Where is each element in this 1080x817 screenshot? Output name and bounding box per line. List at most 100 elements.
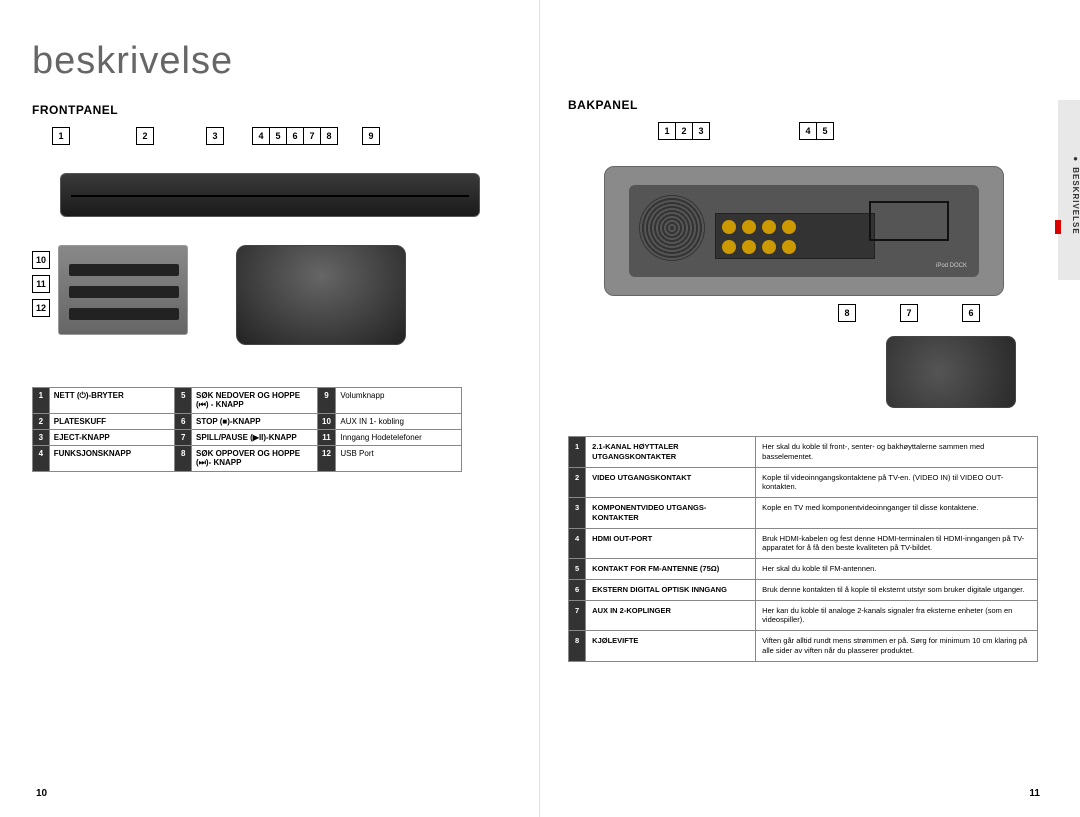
- callout-4: 4: [252, 127, 270, 145]
- front-legend-row: 2PLATESKUFF6STOP (■)-KNAPP10AUX IN 1- ko…: [33, 414, 462, 430]
- back-panel-image: iPod DOCK: [604, 166, 1004, 296]
- legend-num: 11: [317, 430, 336, 446]
- legend-desc: Kople til videoinngangskontaktene på TV-…: [756, 467, 1038, 498]
- legend-label: SPILL/PAUSE (▶II)-KNAPP: [192, 430, 318, 446]
- legend-num: 5: [175, 388, 192, 414]
- legend-name: AUX IN 2-KOPLINGER: [586, 600, 756, 631]
- legend-label: FUNKSJONSKNAPP: [49, 446, 175, 472]
- callout-5: 5: [269, 127, 287, 145]
- legend-num: 9: [317, 388, 336, 414]
- main-title: beskrivelse: [32, 40, 507, 83]
- subwoofer-image: [886, 336, 1016, 408]
- back-legend-row: 4HDMI OUT-PORTBruk HDMI-kabelen og fest …: [569, 528, 1038, 559]
- closeup-image: [58, 245, 188, 335]
- legend-desc: Her skal du koble til FM-antennen.: [756, 559, 1038, 580]
- legend-name: KOMPONENTVIDEO UTGANGS-KONTAKTER: [586, 498, 756, 529]
- side-tab-label: BESKRIVELSE: [1071, 167, 1080, 234]
- legend-num: 3: [33, 430, 50, 446]
- legend-label: Volumknapp: [336, 388, 462, 414]
- back-callout-2: 2: [675, 122, 693, 140]
- page-number-right: 11: [1029, 788, 1040, 799]
- unit-image: [236, 245, 406, 345]
- back-callout-3: 3: [692, 122, 710, 140]
- back-legend-row: 8KJØLEVIFTEViften går alltid rundt mens …: [569, 631, 1038, 662]
- legend-label: EJECT-KNAPP: [49, 430, 175, 446]
- legend-num: 8: [175, 446, 192, 472]
- callout-7: 7: [303, 127, 321, 145]
- legend-desc: Bruk HDMI-kabelen og fest denne HDMI-ter…: [756, 528, 1038, 559]
- legend-desc: Her kan du koble til analoge 2-kanals si…: [756, 600, 1038, 631]
- right-page: N ● BESKRIVELSE BAKPANEL 1 2 3 4 5 iPod …: [540, 0, 1080, 817]
- callout-8: 8: [320, 127, 338, 145]
- back-legend-row: 5KONTAKT FOR FM-ANTENNE (75Ω)Her skal du…: [569, 559, 1038, 580]
- back-legend-row: 12.1-KANAL HØYTTALER UTGANGSKONTAKTERHer…: [569, 437, 1038, 468]
- legend-name: 2.1-KANAL HØYTTALER UTGANGSKONTAKTER: [586, 437, 756, 468]
- back-callout-1: 1: [658, 122, 676, 140]
- legend-desc: Bruk denne kontakten til å kople til eks…: [756, 579, 1038, 600]
- legend-num: 2: [33, 414, 50, 430]
- legend-num: 7: [175, 430, 192, 446]
- legend-label: AUX IN 1- kobling: [336, 414, 462, 430]
- ipod-dock-label: iPod DOCK: [936, 263, 967, 269]
- back-legend-row: 7AUX IN 2-KOPLINGERHer kan du koble til …: [569, 600, 1038, 631]
- legend-name: EKSTERN DIGITAL OPTISK INNGANG: [586, 579, 756, 600]
- legend-num: 2: [569, 467, 586, 498]
- callout-12: 12: [32, 299, 50, 317]
- callout-2: 2: [136, 127, 154, 145]
- legend-num: 6: [175, 414, 192, 430]
- hdmi-block: [869, 201, 949, 241]
- legend-desc: Viften går alltid rundt mens strømmen er…: [756, 631, 1038, 662]
- legend-name: HDMI OUT-PORT: [586, 528, 756, 559]
- callout-6: 6: [286, 127, 304, 145]
- side-tab: ● BESKRIVELSE: [1058, 100, 1080, 280]
- legend-desc: Her skal du koble til front-, senter- og…: [756, 437, 1038, 468]
- legend-label: PLATESKUFF: [49, 414, 175, 430]
- connector-block: [715, 213, 875, 259]
- legend-num: 4: [569, 528, 586, 559]
- callout-1: 1: [52, 127, 70, 145]
- front-legend-row: 4FUNKSJONSKNAPP8SØK OPPOVER OG HOPPE (⏭)…: [33, 446, 462, 472]
- legend-desc: Kople en TV med komponentvideoinnganger …: [756, 498, 1038, 529]
- legend-num: 5: [569, 559, 586, 580]
- front-diagram: 1 2 3 4 5 6 7 8 9 10 11: [32, 127, 507, 345]
- fan-vent: [639, 195, 705, 261]
- callout-9: 9: [362, 127, 380, 145]
- legend-num: 8: [569, 631, 586, 662]
- back-callout-7: 7: [900, 304, 918, 322]
- legend-num: 1: [569, 437, 586, 468]
- callout-10: 10: [32, 251, 50, 269]
- back-callout-5: 5: [816, 122, 834, 140]
- front-legend-row: 3EJECT-KNAPP7SPILL/PAUSE (▶II)-KNAPP11In…: [33, 430, 462, 446]
- legend-label: Inngang Hodetelefoner: [336, 430, 462, 446]
- front-bar-image: [60, 173, 480, 217]
- page-number-left: 10: [36, 788, 47, 799]
- legend-name: KONTAKT FOR FM-ANTENNE (75Ω): [586, 559, 756, 580]
- legend-label: NETT (⏻)-BRYTER: [49, 388, 175, 414]
- legend-num: 7: [569, 600, 586, 631]
- back-legend-row: 6EKSTERN DIGITAL OPTISK INNGANGBruk denn…: [569, 579, 1038, 600]
- callout-3: 3: [206, 127, 224, 145]
- side-tab-marker: [1055, 220, 1061, 234]
- legend-label: USB Port: [336, 446, 462, 472]
- back-callouts-bottom: 8 7 6: [838, 304, 1040, 324]
- legend-num: 6: [569, 579, 586, 600]
- legend-name: KJØLEVIFTE: [586, 631, 756, 662]
- legend-name: VIDEO UTGANGSKONTAKT: [586, 467, 756, 498]
- legend-num: 4: [33, 446, 50, 472]
- legend-num: 12: [317, 446, 336, 472]
- front-section-title: FRONTPANEL: [32, 103, 507, 117]
- legend-label: SØK OPPOVER OG HOPPE (⏭)- KNAPP: [192, 446, 318, 472]
- back-callout-8: 8: [838, 304, 856, 322]
- legend-label: STOP (■)-KNAPP: [192, 414, 318, 430]
- back-callout-4: 4: [799, 122, 817, 140]
- left-page: beskrivelse FRONTPANEL 1 2 3 4 5 6 7 8 9: [0, 0, 540, 817]
- front-legend-row: 1NETT (⏻)-BRYTER5SØK NEDOVER OG HOPPE (⏮…: [33, 388, 462, 414]
- legend-label: SØK NEDOVER OG HOPPE (⏮) - KNAPP: [192, 388, 318, 414]
- back-legend-table: 12.1-KANAL HØYTTALER UTGANGSKONTAKTERHer…: [568, 436, 1038, 662]
- legend-num: 10: [317, 414, 336, 430]
- back-callouts-top: 1 2 3 4 5: [658, 122, 1040, 142]
- back-legend-row: 3KOMPONENTVIDEO UTGANGS-KONTAKTERKople e…: [569, 498, 1038, 529]
- legend-num: 1: [33, 388, 50, 414]
- back-section-title: BAKPANEL: [568, 98, 1040, 112]
- front-legend-table: 1NETT (⏻)-BRYTER5SØK NEDOVER OG HOPPE (⏮…: [32, 387, 462, 472]
